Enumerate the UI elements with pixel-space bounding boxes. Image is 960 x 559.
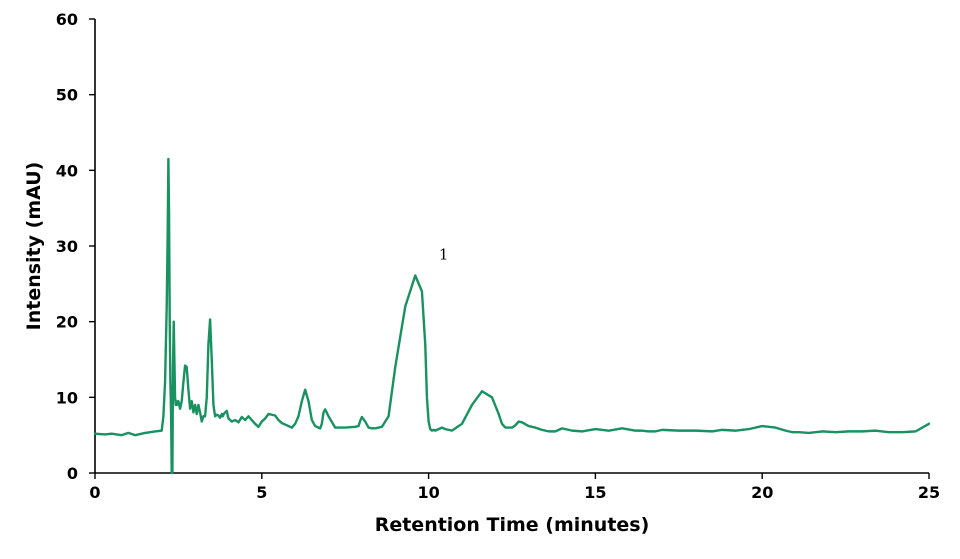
peak-label: 1: [439, 246, 449, 264]
y-tick-label: 0: [67, 464, 78, 483]
y-tick-label: 50: [56, 86, 78, 105]
annotation-layer: 1: [439, 246, 449, 264]
x-axis-title: Retention Time (minutes): [375, 514, 650, 536]
x-tick-label: 10: [417, 483, 439, 502]
x-tick-label: 0: [89, 483, 100, 502]
x-tick-label: 25: [918, 483, 940, 502]
y-tick-label: 10: [56, 388, 78, 407]
y-tick-label: 40: [56, 161, 78, 180]
x-tick-label: 15: [584, 483, 606, 502]
y-tick-label: 60: [56, 10, 78, 29]
chromatogram-trace: [93, 157, 931, 475]
y-tick-label: 20: [56, 313, 78, 332]
y-tick-label: 30: [56, 237, 78, 256]
ticks: 0 5 10 15 20 25 0 10 20 30 40 50 60: [56, 10, 940, 502]
x-tick-label: 5: [256, 483, 267, 502]
axes: [94, 19, 929, 474]
trace-layer: [93, 157, 931, 475]
x-tick-label: 20: [751, 483, 773, 502]
y-axis-title: Intensity (mAU): [23, 162, 45, 331]
